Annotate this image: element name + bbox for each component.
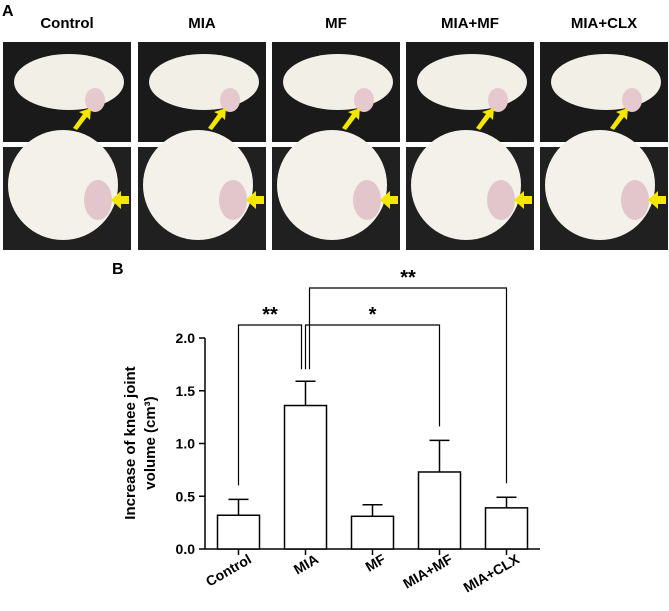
significance-label: * (369, 304, 377, 326)
arrow (342, 108, 360, 130)
panel-label: A (2, 3, 14, 20)
knee (220, 88, 240, 112)
knee (487, 180, 515, 220)
panel-label: B (112, 261, 124, 278)
knee (488, 88, 508, 112)
arrow (73, 108, 91, 130)
rat (551, 54, 661, 110)
bar (283, 404, 328, 550)
rat (14, 54, 124, 110)
bar (350, 515, 395, 550)
rat (283, 54, 393, 110)
arrow (380, 191, 398, 209)
knee (622, 88, 642, 112)
significance-bracket (304, 324, 441, 427)
arrow (246, 191, 264, 209)
column-label: MIA+MF (441, 15, 499, 32)
significance-bracket (237, 324, 303, 486)
x-tick-label: MIA (291, 551, 321, 578)
x-tick-label: Control (203, 551, 254, 590)
column-label: MF (325, 15, 347, 32)
y-tick-label: 0.0 (176, 541, 196, 557)
rat (149, 54, 259, 110)
knee (84, 180, 112, 220)
arrow (514, 191, 532, 209)
y-tick-label: 1.0 (176, 436, 196, 452)
column-label: Control (40, 15, 93, 32)
bar (484, 507, 529, 550)
y-tick-label: 2.0 (176, 330, 196, 346)
y-axis-label: Increase of knee joint (122, 366, 139, 519)
arrow (111, 191, 129, 209)
bar (417, 471, 462, 550)
column-label: MIA+CLX (571, 15, 637, 32)
column-label: MIA (188, 15, 216, 32)
knee (219, 180, 247, 220)
significance-bracket (308, 287, 508, 484)
photo-grid (3, 42, 668, 250)
arrow (648, 191, 666, 209)
knee (353, 180, 381, 220)
bar (216, 514, 261, 550)
arrow (476, 108, 494, 130)
arrow (610, 108, 628, 130)
knee (85, 88, 105, 112)
rat (417, 54, 527, 110)
knee (354, 88, 374, 112)
x-tick-label: MF (362, 551, 388, 575)
y-tick-label: 0.5 (176, 488, 196, 504)
arrow (208, 108, 226, 130)
x-tick-label: MIA+CLX (460, 550, 522, 595)
y-axis-label: volume (cm³) (142, 396, 159, 489)
knee (621, 180, 649, 220)
y-tick-label: 1.5 (176, 383, 196, 399)
x-tick-label: MIA+MF (400, 551, 455, 592)
significance-label: ** (400, 267, 416, 289)
significance-label: ** (262, 304, 278, 326)
